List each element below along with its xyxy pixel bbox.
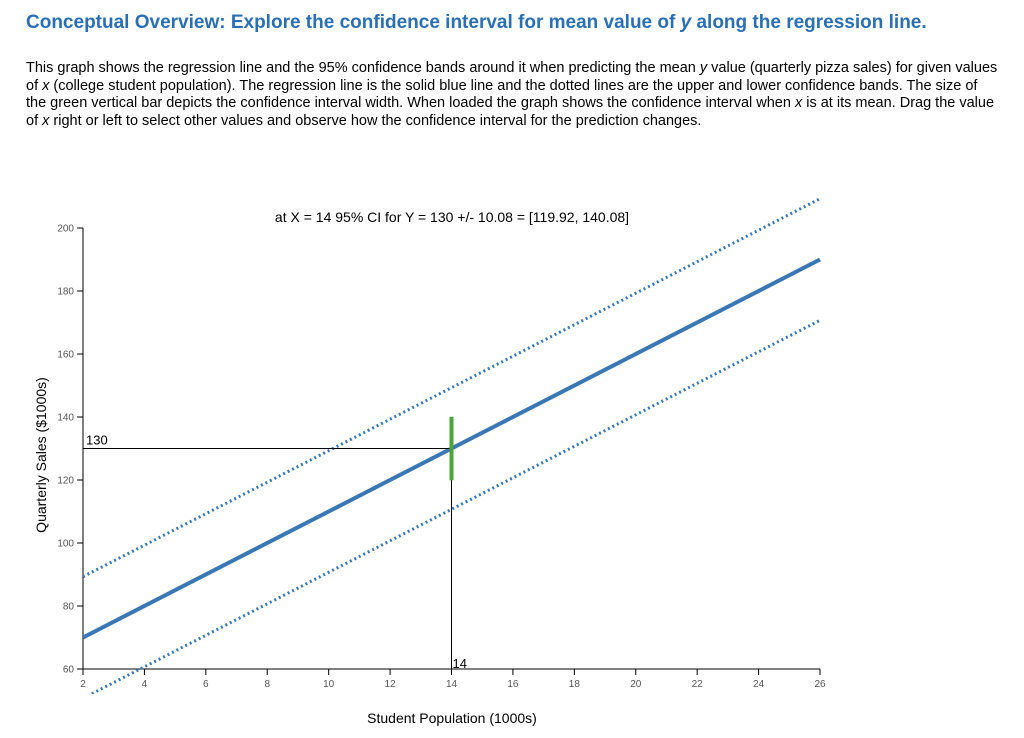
y-tick-label: 200 xyxy=(57,224,74,235)
y-tick-label: 100 xyxy=(57,539,74,550)
x-tick-label: 2 xyxy=(80,679,86,690)
x-tick-label: 18 xyxy=(569,679,581,690)
x-axis: 2 4 6 8 10 12 14 16 18 20 22 24 26 xyxy=(80,668,826,690)
plot-area: 130 14 xyxy=(83,197,821,694)
x-tick-label: 16 xyxy=(507,679,519,690)
x-marker-label[interactable]: 14 xyxy=(453,656,467,671)
y-tick-label: 140 xyxy=(57,413,74,424)
x-tick-label: 10 xyxy=(323,679,335,690)
lower-confidence-band xyxy=(88,318,821,694)
y-tick-label: 80 xyxy=(63,602,75,613)
y-axis: 60 80 100 120 140 160 180 200 xyxy=(57,224,84,676)
y-tick-label: 160 xyxy=(57,350,74,361)
page-title: Conceptual Overview: Explore the confide… xyxy=(26,12,927,33)
y-tick-label: 60 xyxy=(63,665,75,676)
x-tick-label: 6 xyxy=(203,679,209,690)
y-tick-label: 120 xyxy=(57,476,74,487)
y-tick-label: 180 xyxy=(57,287,74,298)
x-tick-label: 12 xyxy=(385,679,397,690)
y-axis-label: Quarterly Sales ($1000s) xyxy=(33,377,49,533)
x-tick-label: 4 xyxy=(142,679,148,690)
x-tick-label: 22 xyxy=(692,679,704,690)
x-tick-label: 8 xyxy=(264,679,270,690)
x-tick-label: 14 xyxy=(446,679,458,690)
ci-readout: at X = 14 95% CI for Y = 130 +/- 10.08 =… xyxy=(275,209,629,225)
x-axis-label: Student Population (1000s) xyxy=(367,710,537,726)
description: This graph shows the regression line and… xyxy=(26,60,998,129)
x-tick-label: 26 xyxy=(814,679,826,690)
y-marker-label: 130 xyxy=(86,433,108,448)
x-tick-label: 24 xyxy=(753,679,765,690)
upper-confidence-band xyxy=(83,197,821,579)
x-tick-label: 20 xyxy=(630,679,642,690)
